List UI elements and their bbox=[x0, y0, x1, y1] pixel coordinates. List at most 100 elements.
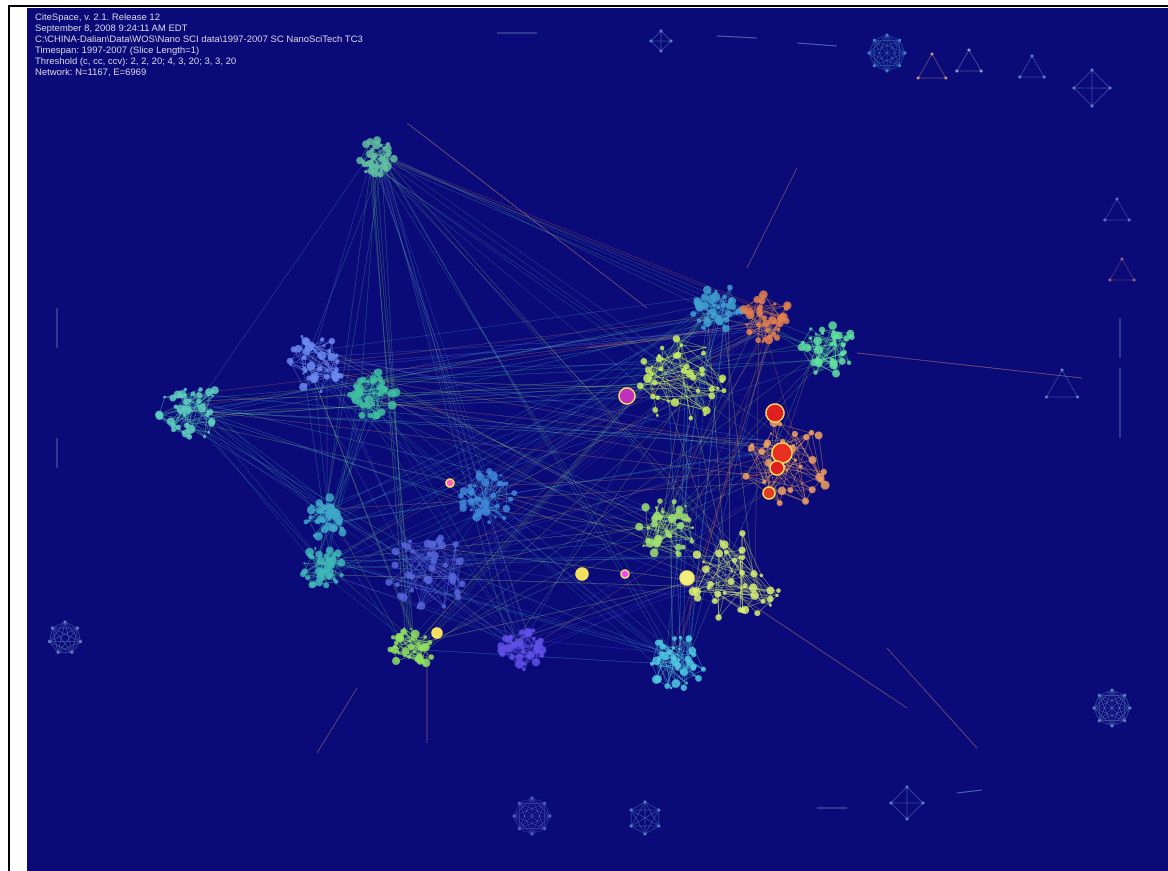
node bbox=[353, 383, 360, 390]
node bbox=[506, 636, 513, 643]
node bbox=[401, 630, 404, 633]
node bbox=[379, 380, 385, 386]
node bbox=[847, 360, 851, 364]
node bbox=[51, 627, 54, 630]
node bbox=[722, 295, 726, 299]
node bbox=[651, 366, 653, 368]
node bbox=[792, 444, 796, 448]
node bbox=[64, 621, 67, 624]
node bbox=[675, 511, 682, 518]
node-highlight bbox=[621, 570, 629, 578]
node bbox=[495, 504, 500, 509]
node bbox=[701, 326, 705, 330]
node bbox=[739, 530, 745, 536]
node bbox=[711, 292, 720, 301]
node bbox=[374, 370, 377, 373]
node bbox=[383, 166, 388, 171]
node bbox=[392, 547, 400, 555]
node bbox=[70, 651, 73, 654]
node bbox=[335, 359, 340, 364]
node bbox=[427, 640, 432, 645]
node bbox=[183, 406, 191, 414]
node bbox=[370, 376, 378, 384]
node bbox=[287, 358, 294, 365]
node bbox=[671, 398, 680, 407]
node bbox=[765, 328, 770, 333]
node bbox=[764, 439, 771, 446]
node bbox=[522, 661, 526, 665]
node bbox=[672, 646, 676, 650]
node bbox=[708, 392, 715, 399]
node bbox=[322, 520, 324, 522]
node bbox=[515, 638, 524, 647]
node bbox=[714, 591, 721, 598]
node bbox=[205, 388, 213, 396]
node bbox=[763, 337, 768, 342]
node bbox=[641, 503, 649, 511]
node bbox=[758, 304, 763, 309]
node bbox=[776, 588, 781, 593]
node bbox=[184, 394, 187, 397]
node bbox=[379, 156, 386, 163]
node bbox=[873, 64, 876, 67]
node bbox=[328, 561, 335, 568]
node bbox=[317, 557, 325, 565]
node bbox=[651, 380, 657, 386]
node bbox=[835, 332, 843, 340]
node bbox=[715, 549, 723, 557]
node bbox=[532, 637, 535, 640]
node bbox=[490, 493, 496, 499]
node bbox=[184, 423, 189, 428]
node bbox=[673, 335, 680, 342]
node-highlight bbox=[432, 628, 442, 638]
node bbox=[659, 644, 665, 650]
node bbox=[468, 484, 473, 489]
node bbox=[456, 557, 464, 565]
node bbox=[944, 77, 947, 80]
node bbox=[383, 147, 385, 149]
node bbox=[320, 390, 323, 393]
node bbox=[660, 666, 662, 668]
node bbox=[395, 582, 400, 587]
node bbox=[309, 515, 313, 519]
node bbox=[803, 344, 811, 352]
node bbox=[1133, 279, 1136, 282]
node bbox=[691, 526, 694, 529]
node bbox=[750, 443, 754, 447]
node bbox=[749, 584, 758, 593]
node bbox=[650, 549, 659, 558]
node bbox=[759, 290, 767, 298]
node bbox=[385, 579, 392, 586]
node bbox=[443, 563, 448, 568]
node bbox=[873, 39, 876, 42]
node bbox=[374, 369, 382, 377]
node bbox=[320, 337, 324, 341]
node bbox=[745, 323, 747, 325]
node bbox=[778, 487, 786, 495]
node bbox=[386, 150, 392, 156]
node bbox=[338, 554, 340, 556]
node bbox=[453, 541, 459, 547]
page: CiteSpace, v. 2.1. Release 12September 8… bbox=[0, 0, 1168, 871]
node bbox=[722, 388, 727, 393]
node bbox=[722, 325, 730, 333]
node bbox=[310, 376, 317, 383]
node bbox=[917, 76, 920, 79]
node bbox=[754, 610, 760, 616]
node bbox=[697, 318, 701, 322]
node bbox=[695, 303, 703, 311]
node bbox=[403, 654, 406, 657]
node bbox=[693, 297, 700, 304]
node bbox=[314, 519, 319, 524]
node bbox=[382, 386, 388, 392]
node bbox=[169, 394, 176, 401]
node bbox=[302, 372, 304, 374]
node bbox=[171, 427, 176, 432]
node bbox=[407, 655, 411, 659]
node bbox=[473, 484, 476, 487]
node bbox=[805, 501, 807, 503]
node bbox=[299, 383, 307, 391]
node bbox=[48, 640, 51, 643]
node bbox=[530, 833, 533, 836]
node bbox=[813, 370, 817, 374]
